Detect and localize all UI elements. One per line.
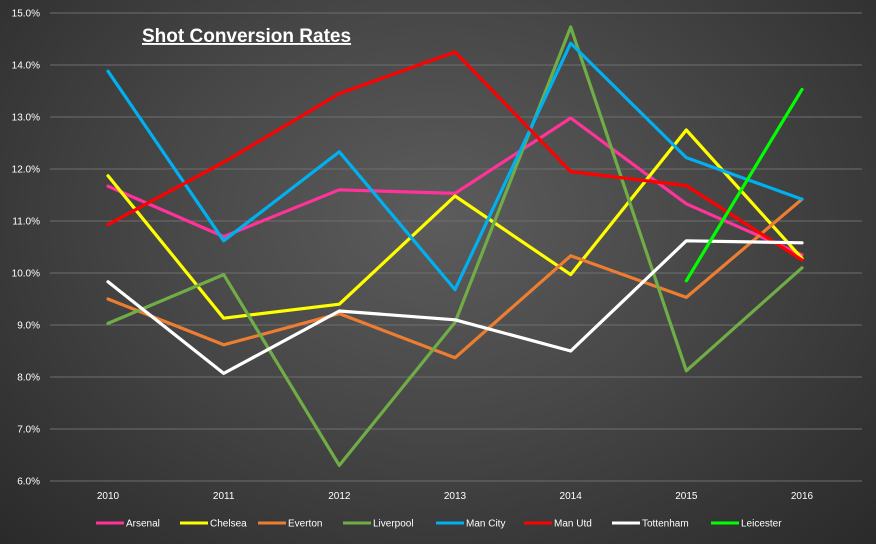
x-tick-label: 2014 [560, 491, 583, 502]
series-line-tottenham [106, 239, 804, 375]
series-line-chelsea [106, 128, 804, 320]
legend-label-man-utd: Man Utd [554, 519, 592, 530]
x-tick-label: 2013 [444, 491, 467, 502]
y-tick-label: 7.0% [17, 425, 40, 436]
y-tick-label: 10.0% [12, 269, 40, 280]
x-axis-ticks: 2010 2011 2012 2013 2014 2015 2016 [97, 491, 814, 502]
y-tick-label: 14.0% [12, 61, 40, 72]
y-tick-label: 15.0% [12, 9, 40, 20]
legend-label-liverpool: Liverpool [373, 519, 414, 530]
x-tick-label: 2011 [213, 491, 235, 502]
y-tick-label: 13.0% [12, 113, 40, 124]
series-line-man-city [106, 41, 804, 292]
y-tick-label: 11.0% [12, 217, 40, 228]
x-tick-label: 2015 [675, 491, 698, 502]
x-tick-label: 2010 [97, 491, 120, 502]
x-tick-label: 2016 [791, 491, 814, 502]
y-axis-ticks: 6.0% 7.0% 8.0% 9.0% 10.0% 11.0% 12.0% 13.0% 14.0… [12, 9, 40, 488]
legend-label-arsenal: Arsenal [126, 519, 160, 530]
legend: Arsenal Chelsea Everton Liverpool Man City Ma… [96, 519, 782, 530]
series-line-arsenal [106, 116, 804, 257]
legend-label-man-city: Man City [466, 519, 505, 530]
x-tick-label: 2012 [328, 491, 351, 502]
gridlines [50, 12, 862, 482]
chart-title: Shot Conversion Rates [142, 26, 351, 47]
y-tick-label: 12.0% [12, 165, 40, 176]
legend-label-chelsea: Chelsea [210, 519, 247, 530]
series-line-liverpool [106, 25, 804, 467]
series-line-leicester [684, 87, 804, 283]
y-tick-label: 8.0% [17, 373, 40, 384]
legend-label-leicester: Leicester [741, 519, 782, 530]
y-tick-label: 9.0% [17, 321, 40, 332]
legend-label-everton: Everton [288, 519, 322, 530]
series-lines [106, 25, 804, 467]
y-tick-label: 6.0% [17, 477, 40, 488]
legend-label-tottenham: Tottenham [642, 519, 689, 530]
series-line-everton [106, 197, 804, 360]
series-line-man-utd [106, 50, 804, 262]
